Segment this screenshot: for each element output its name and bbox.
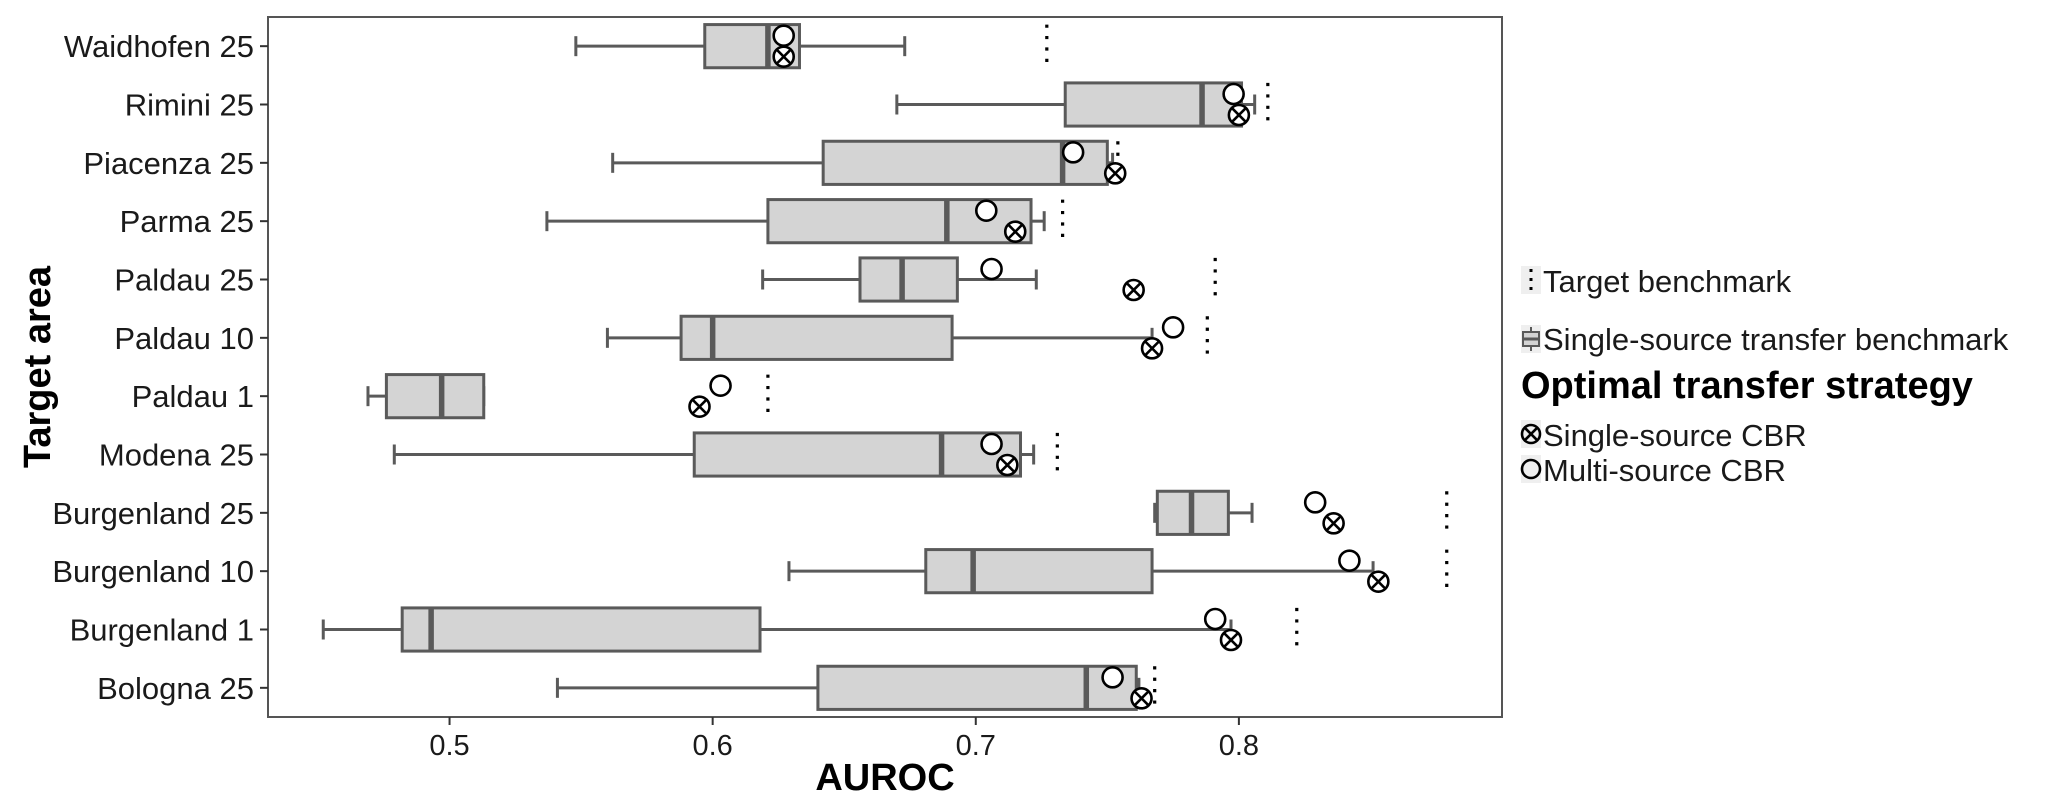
multi-source-cbr-point — [709, 374, 732, 397]
multi-source-cbr-point — [1338, 549, 1361, 572]
x-axis-title: AUROC — [815, 757, 954, 799]
cross-stroke — [775, 48, 792, 65]
multi-source-cbr-point — [1101, 666, 1124, 689]
multi-source-cbr-point — [772, 24, 796, 47]
legend-group-title: Optimal transfer strategy — [1521, 365, 1973, 407]
y-axis: Waidhofen 25 Rimini 25 Piacenza 25 Parma 25… — [52, 29, 268, 706]
cross-stroke — [1223, 632, 1239, 648]
multi-source-cbr-point — [1161, 316, 1185, 339]
single-source-cbr-point — [1227, 103, 1251, 127]
single-source-cbr-point — [1219, 628, 1243, 652]
y-tick-label: Rimini 25 — [125, 88, 254, 123]
circle-cross-icon — [1520, 423, 1542, 445]
svg-text:Single-source CBR: Single-source CBR — [1543, 418, 1807, 453]
boxplot-icon — [1522, 327, 1540, 351]
multi-source-cbr-point — [1203, 607, 1227, 631]
y-tick-label: Bologna 25 — [97, 671, 254, 706]
box-iqr — [858, 256, 959, 303]
svg-text:Multi-source CBR: Multi-source CBR — [1543, 453, 1786, 488]
legend-item-target-benchmark: Target benchmark — [1521, 264, 1792, 299]
boxplot-layer — [321, 23, 1375, 711]
box-iqr — [692, 431, 1023, 478]
multi-source-cbr-point — [1222, 82, 1245, 106]
legend-item-single-source-cbr: Single-source CBR — [1520, 418, 1807, 453]
legend: Target benchmark Single-source transfer … — [1520, 264, 2009, 488]
box-iqr — [816, 664, 1138, 711]
y-tick-label: Burgenland 1 — [70, 613, 254, 648]
x-axis: 0.5 0.6 0.7 0.8 — [429, 717, 1259, 762]
y-tick-label: Paldau 10 — [114, 321, 254, 356]
y-axis-title: Target area — [17, 265, 59, 468]
cross-stroke — [1144, 340, 1161, 357]
box-burgenland-25 — [1153, 489, 1254, 536]
box-iqr — [384, 373, 486, 420]
box-iqr — [679, 314, 954, 361]
legend-item-multi-source-cbr: Multi-source CBR — [1520, 453, 1786, 488]
single-source-cbr-point — [1140, 337, 1164, 360]
single-source-cbr-point — [1130, 687, 1153, 710]
single-source-cbr-point — [772, 45, 796, 68]
single-source-cbr-point — [1003, 220, 1027, 243]
cross-stroke — [999, 457, 1016, 473]
plot-panel — [267, 16, 1503, 718]
box-bologna-25 — [555, 664, 1141, 711]
cross-stroke — [1133, 690, 1150, 707]
x-tick-label: 0.8 — [1219, 730, 1259, 762]
box-modena-25 — [392, 431, 1036, 478]
multi-source-cbr-point — [974, 199, 998, 222]
x-tick-label: 0.7 — [956, 730, 996, 762]
multi-source-cbr-point — [980, 257, 1003, 281]
x-tick-label: 0.6 — [692, 730, 732, 762]
legend-item-single-source-transfer-benchmark: Single-source transfer benchmark — [1521, 322, 2009, 357]
box-iqr — [400, 606, 762, 653]
box-paldau-1 — [366, 373, 486, 420]
points-layer — [688, 24, 1390, 710]
cross-stroke — [691, 398, 708, 415]
box-paldau-25 — [761, 256, 1038, 303]
y-tick-label: Paldau 25 — [114, 263, 254, 298]
box-burgenland-10 — [787, 548, 1375, 595]
cross-stroke — [1125, 282, 1142, 298]
single-source-cbr-point — [996, 453, 1019, 477]
y-tick-label: Waidhofen 25 — [64, 29, 254, 64]
multi-source-cbr-point — [1303, 491, 1327, 514]
circle-icon — [1520, 458, 1542, 480]
single-source-cbr-point — [1367, 570, 1390, 593]
cross-stroke — [1325, 515, 1342, 532]
cross-stroke — [1370, 573, 1387, 590]
y-tick-label: Piacenza 25 — [83, 146, 254, 181]
single-source-cbr-point — [1322, 512, 1345, 535]
y-tick-label: Paldau 1 — [132, 379, 254, 414]
multi-source-cbr-point — [980, 432, 1003, 456]
cross-stroke — [1007, 223, 1024, 240]
multi-source-cbr-point — [1061, 141, 1085, 164]
y-tick-label: Burgenland 10 — [52, 554, 254, 589]
box-iqr — [1063, 81, 1244, 128]
y-tick-label: Parma 25 — [120, 204, 254, 239]
box-iqr — [924, 548, 1154, 595]
single-source-cbr-point — [688, 395, 711, 418]
y-tick-label: Burgenland 25 — [52, 496, 254, 531]
y-tick-label: Modena 25 — [99, 438, 254, 473]
svg-text:Single-source transfer benchma: Single-source transfer benchmark — [1543, 322, 2009, 357]
box-burgenland-1 — [321, 606, 1233, 653]
cross-stroke — [1107, 165, 1124, 182]
svg-text:Target benchmark: Target benchmark — [1543, 264, 1792, 299]
cross-stroke — [1230, 107, 1247, 123]
single-source-cbr-point — [1103, 162, 1127, 185]
x-tick-label: 0.5 — [429, 730, 469, 762]
single-source-cbr-point — [1122, 278, 1145, 302]
